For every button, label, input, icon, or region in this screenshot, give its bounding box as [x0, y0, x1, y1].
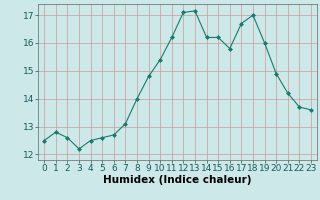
X-axis label: Humidex (Indice chaleur): Humidex (Indice chaleur) — [103, 175, 252, 185]
